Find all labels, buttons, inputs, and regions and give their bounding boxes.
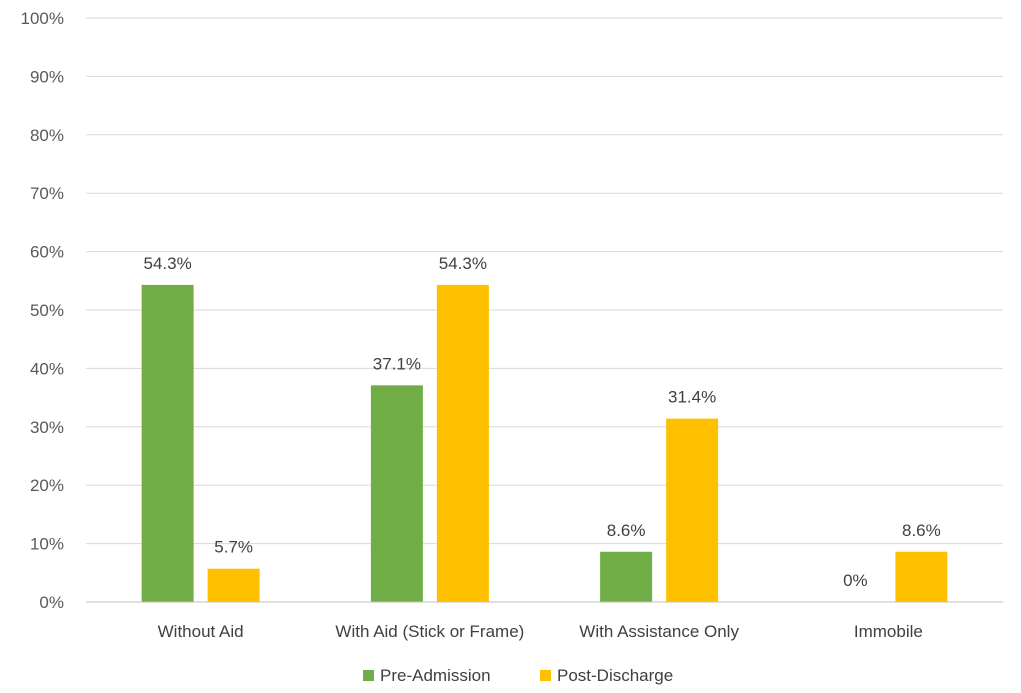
y-axis-tick-labels: 0% 10% 20% 30% 40% 50% 60% 70% 80% 90% 100% bbox=[21, 9, 64, 612]
data-label: 5.7% bbox=[214, 538, 253, 557]
x-category-label: Without Aid bbox=[158, 622, 244, 641]
data-label: 8.6% bbox=[607, 521, 646, 540]
x-category-label: With Assistance Only bbox=[579, 622, 739, 641]
x-category-label: With Aid (Stick or Frame) bbox=[335, 622, 524, 641]
y-tick-label: 100% bbox=[21, 9, 64, 28]
bar-post-discharge bbox=[666, 418, 719, 602]
y-tick-label: 80% bbox=[30, 126, 64, 145]
y-tick-label: 70% bbox=[30, 184, 64, 203]
bar-post-discharge bbox=[207, 568, 260, 602]
legend-label: Post-Discharge bbox=[557, 666, 673, 685]
bar-pre-admission bbox=[141, 284, 194, 602]
bar-post-discharge bbox=[895, 551, 948, 602]
bar-pre-admission bbox=[600, 551, 653, 602]
data-label: 37.1% bbox=[373, 354, 421, 373]
x-axis-category-labels: Without Aid With Aid (Stick or Frame) With… bbox=[158, 622, 923, 641]
data-labels: 54.3% 5.7% 37.1% 54.3% 8.6% 31.4% 0% 8.6% bbox=[144, 254, 941, 590]
legend-swatch bbox=[540, 670, 551, 681]
y-tick-label: 40% bbox=[30, 359, 64, 378]
gridlines bbox=[86, 17, 1003, 545]
legend: Pre-Admission Post-Discharge bbox=[363, 666, 673, 685]
data-label: 54.3% bbox=[144, 254, 192, 273]
bars bbox=[141, 284, 948, 602]
legend-swatch bbox=[363, 670, 374, 681]
y-tick-label: 50% bbox=[30, 301, 64, 320]
y-tick-label: 0% bbox=[39, 593, 64, 612]
y-tick-label: 90% bbox=[30, 67, 64, 86]
x-category-label: Immobile bbox=[854, 622, 923, 641]
y-tick-label: 10% bbox=[30, 535, 64, 554]
y-tick-label: 60% bbox=[30, 243, 64, 262]
bar-pre-admission bbox=[370, 385, 423, 602]
data-label: 0% bbox=[843, 571, 868, 590]
bar-post-discharge bbox=[436, 284, 489, 602]
data-label: 8.6% bbox=[902, 521, 941, 540]
y-tick-label: 20% bbox=[30, 476, 64, 495]
data-label: 54.3% bbox=[439, 254, 487, 273]
data-label: 31.4% bbox=[668, 388, 716, 407]
y-tick-label: 30% bbox=[30, 418, 64, 437]
legend-label: Pre-Admission bbox=[380, 666, 491, 685]
